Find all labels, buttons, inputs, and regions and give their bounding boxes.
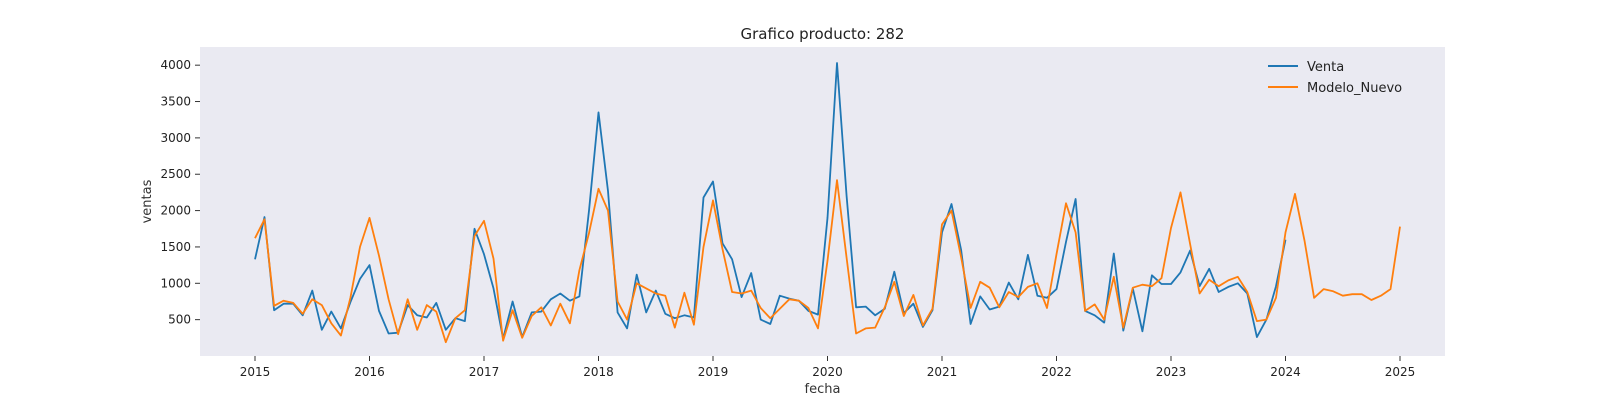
series-line-venta [254, 62, 1287, 340]
series-line-modelo_nuevo [254, 179, 1401, 344]
x-tick-label: 2019 [698, 365, 729, 379]
y-axis-label: ventas [140, 179, 155, 223]
y-tick-label: 4000 [160, 58, 191, 72]
legend-label: Venta [1307, 60, 1344, 75]
x-tick-label: 2018 [583, 365, 614, 379]
y-tick-label: 2000 [160, 204, 191, 218]
series-lines [254, 62, 1401, 344]
x-tick-label: 2017 [469, 365, 500, 379]
y-tick-label: 3000 [160, 131, 191, 145]
x-tick-label: 2021 [927, 365, 958, 379]
legend-label: Modelo_Nuevo [1307, 81, 1402, 96]
y-tick-label: 500 [168, 313, 191, 327]
x-tick-label: 2025 [1385, 365, 1416, 379]
x-tick-label: 2022 [1041, 365, 1072, 379]
y-axis-ticks: 500 1000 1500 2000 2500 3000 3500 4000 [160, 58, 200, 327]
x-tick-label: 2024 [1270, 365, 1301, 379]
x-axis-label: fecha [805, 382, 841, 397]
legend: Venta Modelo_Nuevo [1268, 60, 1402, 96]
y-tick-label: 2500 [160, 167, 191, 181]
x-axis-ticks: 2015 2016 2017 2018 2019 2020 2021 2022 2023 2024… [240, 356, 1416, 379]
x-tick-label: 2016 [354, 365, 385, 379]
y-tick-label: 3500 [160, 95, 191, 109]
x-tick-label: 2023 [1156, 365, 1187, 379]
plot-area [200, 47, 1445, 356]
x-tick-label: 2020 [812, 365, 843, 379]
chart-title: Grafico producto: 282 [741, 25, 905, 43]
x-tick-label: 2015 [240, 365, 271, 379]
y-tick-label: 1500 [160, 240, 191, 254]
y-tick-label: 1000 [160, 276, 191, 290]
